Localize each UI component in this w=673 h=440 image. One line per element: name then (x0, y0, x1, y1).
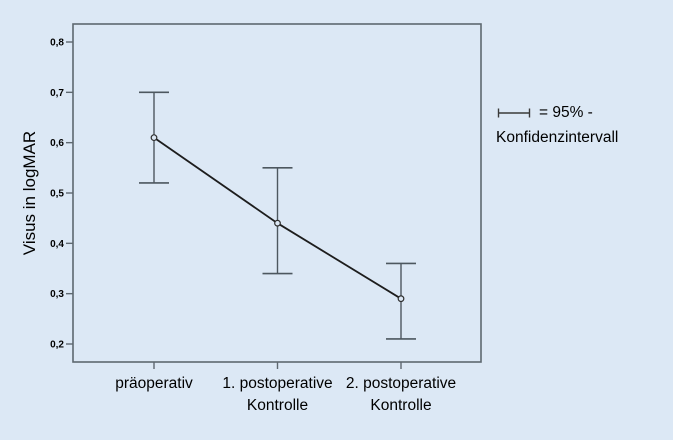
x-category-label: 1. postoperative (222, 375, 332, 392)
y-tick-label: 0,5 (50, 189, 64, 200)
data-point-marker (397, 295, 405, 303)
x-category-label: Kontrolle (247, 397, 308, 414)
x-category-label: 2. postoperative (346, 375, 456, 392)
y-tick-label: 0,4 (50, 239, 64, 250)
legend-text-line1: = 95% - (539, 104, 593, 121)
x-category-label: präoperativ (115, 375, 193, 392)
legend-text-line2: Konfidenzintervall (496, 129, 619, 146)
legend-line-1: = 95% - (496, 100, 668, 125)
y-tick-label: 0,2 (50, 340, 64, 351)
data-point-marker (274, 219, 281, 227)
y-tick-label: 0,3 (50, 289, 64, 300)
x-category-label: Kontrolle (370, 397, 431, 414)
y-tick-label: 0,6 (50, 138, 64, 149)
y-axis-title: Visus in logMAR (20, 130, 39, 256)
chart-legend: = 95% - Konfidenzintervall (496, 100, 668, 150)
y-tick-label: 0,8 (50, 38, 64, 49)
data-point-marker (150, 134, 158, 142)
confidence-interval-icon (497, 108, 531, 117)
y-tick-label: 0,7 (50, 88, 64, 99)
